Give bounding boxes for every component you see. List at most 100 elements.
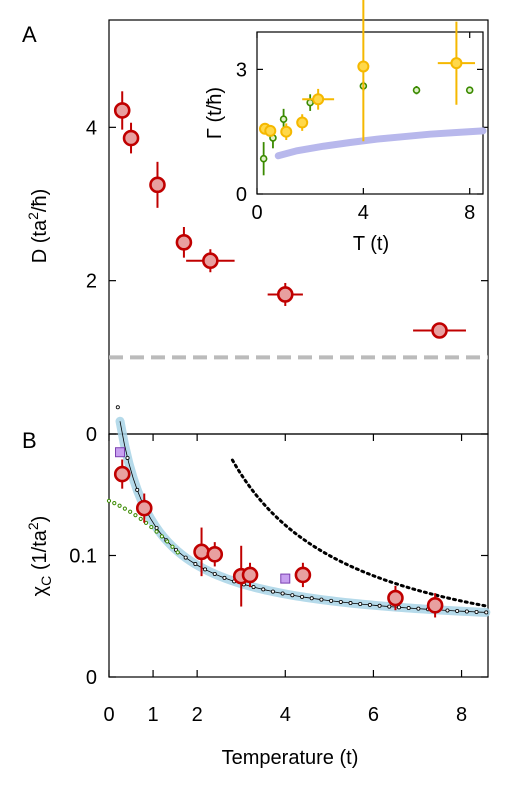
- square-marker: [115, 447, 126, 458]
- fit-marker: [358, 602, 363, 607]
- inset-orange-point: [450, 57, 463, 70]
- fit-marker: [387, 604, 392, 609]
- inset-orange-point: [296, 116, 309, 129]
- green-marker: [117, 503, 122, 508]
- data-point: [241, 566, 259, 584]
- data-point: [202, 252, 219, 270]
- green-marker: [138, 516, 143, 521]
- data-point: [206, 545, 224, 563]
- panel-b-label: B: [22, 428, 37, 453]
- panel-b-x-tick-label: 4: [280, 704, 291, 726]
- fit-marker: [377, 603, 382, 608]
- green-marker: [154, 529, 159, 534]
- data-point: [175, 234, 193, 251]
- fit-marker: [484, 610, 489, 615]
- fit-marker: [367, 602, 372, 607]
- fit-marker: [115, 405, 120, 410]
- inset-y-tick-label: 3: [236, 59, 247, 81]
- panel-a-data-points: [113, 91, 466, 339]
- fit-marker: [406, 606, 411, 611]
- fit-marker: [203, 567, 208, 572]
- green-marker: [122, 506, 127, 511]
- fit-marker: [154, 525, 159, 530]
- fit-marker: [222, 575, 227, 580]
- panel-b-x-tick-label: 2: [192, 704, 203, 726]
- fit-marker: [251, 585, 256, 590]
- data-point: [431, 322, 448, 339]
- fit-marker: [270, 589, 275, 594]
- panel-b-x-tick-label: 6: [368, 704, 379, 726]
- inset: 0 4 8 0 3 Γ (t/ħ) T (t): [204, 0, 487, 255]
- green-marker: [112, 501, 117, 506]
- square-marker: [280, 573, 291, 584]
- panel-b-y-axis-label: χC (1/ta2): [25, 516, 54, 597]
- inset-green-point: [306, 98, 314, 107]
- fit-marker: [474, 609, 479, 614]
- fit-marker: [338, 599, 343, 604]
- fit-marker: [183, 555, 188, 560]
- fit-marker: [300, 594, 305, 599]
- panel-a-y-tick-label: 4: [86, 117, 97, 139]
- small-marker-series: [106, 405, 489, 615]
- panel-b-data-points: [113, 447, 444, 618]
- fit-marker: [319, 597, 324, 602]
- inset-y-tick-label: 0: [236, 184, 247, 206]
- inset-band-curve: [274, 127, 487, 160]
- panel-b-ticks: 0 1 2 4 6 8 0 0.1 0: [69, 424, 488, 726]
- data-point: [387, 589, 404, 607]
- fit-marker: [212, 571, 217, 576]
- data-point: [276, 286, 294, 303]
- inset-green-point: [465, 86, 474, 94]
- data-point: [113, 465, 131, 483]
- inset-ticks: 0 4 8 0 3: [236, 32, 483, 224]
- panel-b-frame: [108, 433, 489, 678]
- inset-x-axis-label: T (t): [353, 233, 389, 255]
- inset-green-point: [412, 86, 421, 94]
- panel-b-x-tick-label: 8: [456, 704, 467, 726]
- data-point: [294, 566, 312, 584]
- green-marker: [106, 498, 112, 503]
- fit-marker: [464, 609, 469, 614]
- inset-x-tick-label: 4: [358, 202, 369, 224]
- inset-green-point: [279, 115, 288, 124]
- fit-marker: [125, 455, 130, 460]
- inset-data-points: [258, 0, 476, 176]
- data-point: [122, 129, 140, 147]
- panel-a-label: A: [22, 22, 37, 47]
- fit-marker: [261, 587, 266, 592]
- panel-b-y-tick-label: 0: [86, 424, 97, 446]
- green-marker: [149, 524, 154, 530]
- data-point: [149, 176, 166, 194]
- fit-marker: [193, 562, 198, 567]
- data-point: [135, 499, 153, 517]
- green-marker: [133, 513, 138, 518]
- data-point: [113, 102, 131, 119]
- fit-marker: [290, 593, 295, 598]
- inset-orange-point: [312, 93, 325, 106]
- green-marker: [159, 534, 164, 539]
- panel-a-y-axis-label: D (ta2/ħ): [25, 189, 51, 263]
- green-marker: [175, 550, 180, 555]
- panel-b-y-tick-label: 0.1: [69, 546, 97, 568]
- panel-b-y-tick-label: 0: [86, 667, 97, 689]
- inset-x-tick-label: 8: [464, 202, 475, 224]
- panel-a-y-tick-label: 2: [86, 271, 97, 293]
- data-point: [426, 597, 444, 614]
- fit-marker: [455, 608, 460, 613]
- inset-frame: [256, 31, 484, 195]
- panel-b-x-tick-label: 0: [103, 704, 114, 726]
- green-marker: [170, 544, 175, 549]
- inset-orange-point: [264, 124, 277, 137]
- fit-marker: [329, 598, 334, 603]
- inset-y-axis-label: Γ (t/ħ): [204, 87, 226, 139]
- inset-orange-point: [357, 60, 370, 73]
- fit-marker: [416, 606, 421, 611]
- data-point: [193, 543, 210, 561]
- dotted-asymptote-curve: [230, 458, 490, 608]
- inset-x-tick-label: 0: [251, 202, 262, 224]
- panel-b-x-tick-label: 1: [148, 704, 159, 726]
- panel-b: B 0 1 2 4 6 8 0 0.1 0 χC (1/ta2) Temperature (t): [22, 405, 491, 769]
- green-marker: [128, 509, 133, 514]
- panel-a: A 2 4 D (ta2/ħ) 0 4 8 0 3 Γ (t/ħ) T (t): [22, 0, 489, 435]
